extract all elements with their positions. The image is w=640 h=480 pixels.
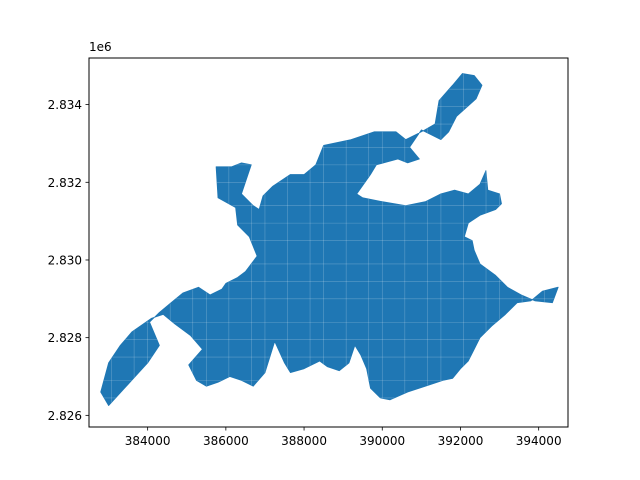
y-tick-label: 2.830 xyxy=(48,253,82,267)
x-tick-label: 384000 xyxy=(125,434,171,448)
x-tick-label: 392000 xyxy=(438,434,484,448)
y-tick-label: 2.832 xyxy=(48,176,82,190)
y-tick-label: 2.834 xyxy=(48,98,82,112)
y-axis-offset-label: 1e6 xyxy=(89,40,112,54)
y-tick-label: 2.826 xyxy=(48,409,82,423)
y-axis: 2.826 2.828 2.830 2.832 2.834 xyxy=(48,98,89,423)
axes-frame xyxy=(88,57,569,428)
x-axis: 384000 386000 388000 390000 392000 394000 xyxy=(125,427,562,448)
x-tick-label: 390000 xyxy=(359,434,405,448)
region-polygon xyxy=(100,73,559,407)
x-tick-label: 394000 xyxy=(516,434,562,448)
y-tick-label: 2.828 xyxy=(48,331,82,345)
x-tick-label: 386000 xyxy=(203,434,249,448)
x-tick-label: 388000 xyxy=(281,434,327,448)
